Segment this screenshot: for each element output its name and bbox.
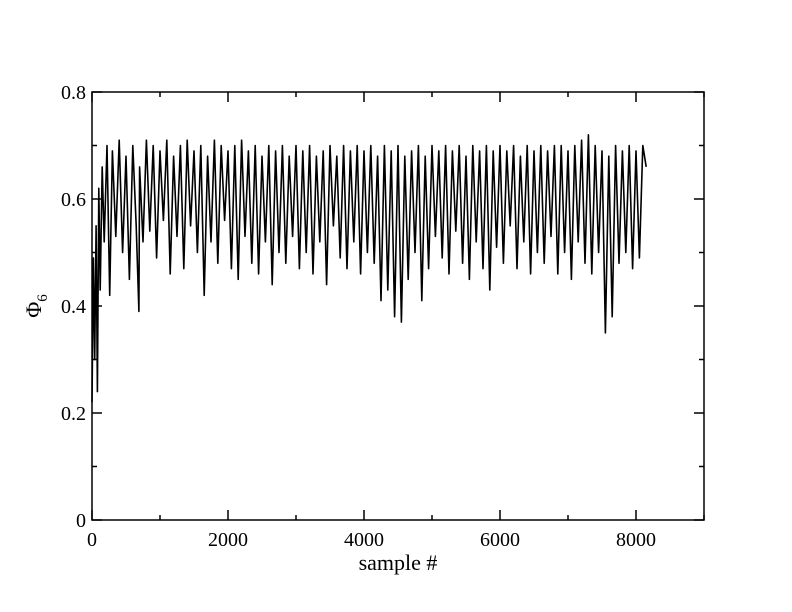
y-axis-label: Φ6 [21, 294, 51, 318]
x-tick-label: 2000 [208, 529, 248, 551]
x-tick-label: 6000 [480, 529, 520, 551]
y-axis-label-symbol: Φ [21, 302, 46, 318]
x-tick-label: 0 [87, 529, 97, 551]
y-tick-label: 0 [76, 510, 86, 532]
y-axis-label-subscript: 6 [35, 294, 51, 302]
x-tick-label: 8000 [616, 529, 656, 551]
series-line-0 [91, 134, 647, 403]
y-tick-label: 0.6 [61, 189, 86, 211]
y-tick-label: 0.2 [61, 403, 86, 425]
y-tick-label: 0.4 [61, 296, 86, 318]
tick-layer [91, 91, 705, 521]
series-layer [91, 134, 647, 403]
x-axis-label: sample # [359, 550, 438, 575]
tick-label-layer: 0 2000 4000 6000 8000 0 0.2 0.4 0.6 0.8 [61, 82, 656, 551]
y-tick-label: 0.8 [61, 82, 86, 104]
x-tick-label: 4000 [344, 529, 384, 551]
